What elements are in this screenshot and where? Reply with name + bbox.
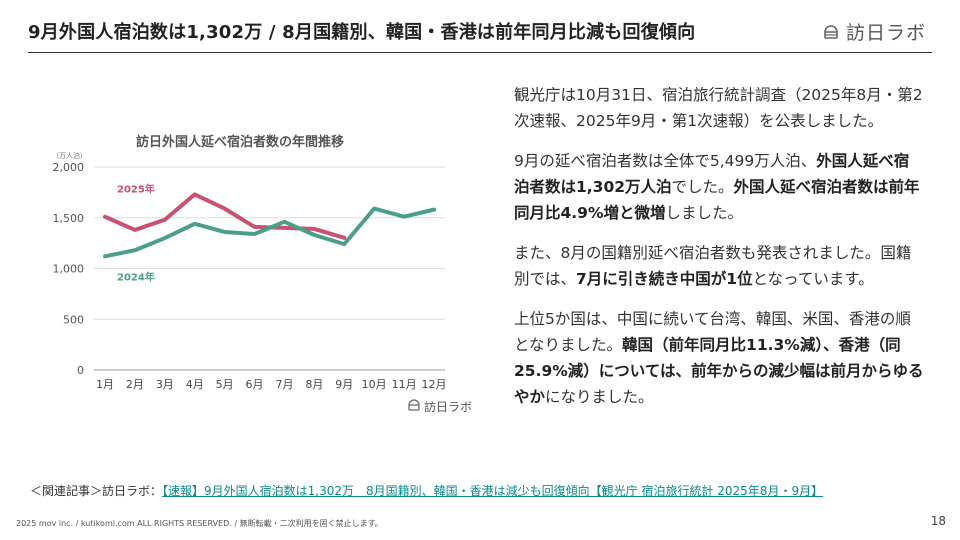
x-tick-label: 2月 [126,378,144,391]
paragraph-nationality: また、8月の国籍別延べ宿泊者数も発表されました。国籍別では、7月に引き続き中国が… [514,244,912,288]
copyright-notice: 2025 mov inc. / kutikomi.com ALL RIGHTS … [16,519,383,528]
paragraph-september-total: 9月の延べ宿泊者数は全体で5,499万人泊、外国人延べ宿泊者数は1,302万人泊… [514,152,920,222]
x-axis: 1月 2月 3月 4月 5月 6月 7月 8月 9月 10月 11月 12月 [96,378,447,391]
x-tick-label: 1月 [96,378,114,391]
y-axis: 0 500 1,000 1,500 2,000 [53,161,85,377]
x-tick-label: 8月 [305,378,323,391]
brand-text: 訪日ラボ [846,22,927,44]
related-prefix: ＜関連記事＞訪日ラボ： [30,484,163,498]
y-tick-label: 1,500 [53,212,85,225]
x-tick-label: 4月 [186,378,204,391]
brand-logo: 訪日ラボ [822,18,926,45]
x-tick-label: 9月 [335,378,353,391]
chart-unit-label: （万人泊） [52,151,87,160]
x-tick-label: 5月 [216,378,234,391]
y-tick-label: 500 [63,313,84,326]
line-chart: 訪日外国人延べ宿泊者数の年間推移 （万人泊） 0 500 1,000 1,500 2,0… [52,134,472,414]
chart-source-icon [408,399,420,406]
chart-container: 訪日外国人延べ宿泊者数の年間推移 （万人泊） 0 500 1,000 1,500 2,0… [40,122,480,422]
chart-series: 2025年 2024年 [103,183,436,283]
series-label: 2024年 [117,270,155,283]
x-tick-label: 10月 [362,378,387,391]
x-tick-label: 3月 [156,378,174,391]
x-tick-label: 7月 [275,378,293,391]
y-tick-label: 0 [77,364,84,377]
series-label: 2025年 [117,183,155,196]
series-line-2024年 [103,206,436,259]
page-number: 18 [930,514,946,528]
related-article-link[interactable]: 【速報】9月外国人宿泊数は1,302万 8月国籍別、韓国・香港は減少も回復傾向【… [162,484,824,498]
related-article: ＜関連記事＞訪日ラボ：【速報】9月外国人宿泊数は1,302万 8月国籍別、韓国・… [30,482,823,499]
paragraph-announcement: 観光庁は10月31日、宿泊旅行統計調査（2025年8月・第2次速報、2025年9… [514,86,923,130]
x-tick-label: 12月 [422,378,447,391]
page-title: 9月外国人宿泊数は1,302万 / 8月国籍別、韓国・香港は前年同月比減も回復傾… [28,22,696,43]
chart-grid [94,166,445,371]
y-tick-label: 1,000 [53,263,85,276]
header-divider [28,52,932,53]
brand-logo-icon [824,24,838,39]
x-tick-label: 11月 [392,378,417,391]
article-body: 観光庁は10月31日、宿泊旅行統計調査（2025年8月・第2次速報、2025年9… [514,82,924,424]
chart-source-label: 訪日ラボ [424,399,472,414]
paragraph-top5: 上位5か国は、中国に続いて台湾、韓国、米国、香港の順となりました。韓国（前年同月… [514,310,924,406]
y-tick-label: 2,000 [53,161,85,174]
x-tick-label: 6月 [246,378,264,391]
chart-title: 訪日外国人延べ宿泊者数の年間推移 [136,134,344,150]
chart-source-brand: 訪日ラボ [408,399,472,414]
